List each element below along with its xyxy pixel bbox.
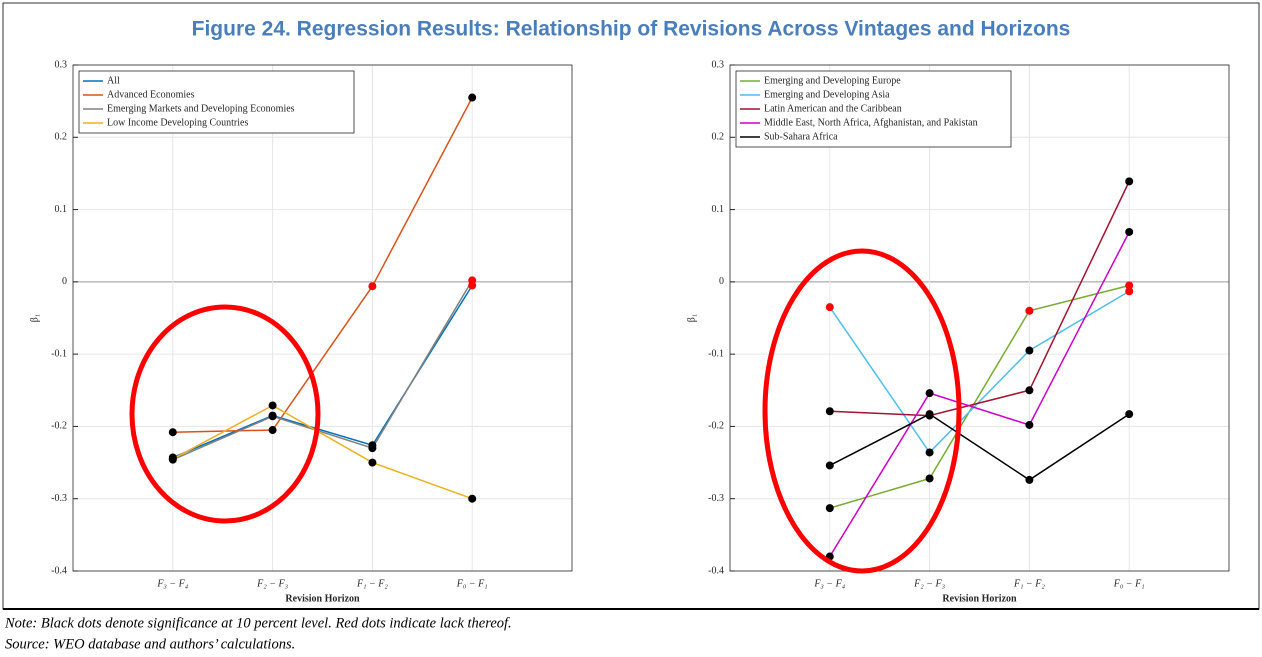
plot-area bbox=[730, 65, 1229, 571]
x-tick-label: F₃ − F₄ bbox=[156, 578, 188, 589]
axes-frame bbox=[72, 64, 573, 572]
y-tick-label: 0 bbox=[719, 276, 724, 287]
highlight-ellipse bbox=[762, 248, 962, 574]
point bbox=[1125, 410, 1134, 419]
point bbox=[825, 303, 834, 312]
point bbox=[925, 389, 934, 398]
x-axis-label: Revision Horizon bbox=[285, 593, 360, 604]
point bbox=[168, 428, 177, 437]
point bbox=[468, 93, 477, 102]
note: Note: Black dots denote significance at … bbox=[4, 615, 512, 631]
series-line bbox=[829, 181, 1130, 417]
y-tick-label: -0.3 bbox=[708, 493, 724, 504]
point bbox=[1125, 281, 1134, 290]
y-tick-label: -0.3 bbox=[51, 493, 67, 504]
y-tick-label: 0.1 bbox=[55, 204, 68, 215]
x-tick-label: F₂ − F₃ bbox=[256, 578, 288, 589]
point bbox=[1125, 227, 1134, 236]
point bbox=[168, 454, 177, 463]
legend-label: Sub-Sahara Africa bbox=[764, 131, 838, 142]
y-tick-label: 0.3 bbox=[55, 59, 68, 70]
legend-label: Advanced Economies bbox=[107, 89, 195, 100]
x-tick-label: F₀ − F₁ bbox=[1113, 578, 1145, 589]
legend-box bbox=[735, 70, 1012, 148]
series-line bbox=[829, 413, 1130, 481]
series-line bbox=[829, 290, 1130, 454]
point bbox=[468, 276, 477, 285]
figure-title: Figure 24. Regression Results: Relations… bbox=[192, 18, 1071, 41]
point bbox=[825, 461, 834, 470]
highlight-ellipse bbox=[129, 304, 321, 524]
y-tick-label: -0.1 bbox=[51, 348, 67, 359]
plot-area bbox=[73, 65, 572, 571]
source: Source: WEO database and authors’ calcul… bbox=[5, 636, 295, 652]
y-tick-label: -0.4 bbox=[708, 565, 724, 576]
point bbox=[925, 474, 934, 483]
point bbox=[1025, 420, 1034, 429]
x-tick-label: F₁ − F₂ bbox=[1013, 578, 1045, 589]
series-line bbox=[172, 280, 473, 461]
series-line bbox=[172, 404, 473, 500]
point bbox=[1125, 177, 1134, 186]
point bbox=[1025, 386, 1034, 395]
point bbox=[268, 426, 277, 435]
y-tick-label: -0.1 bbox=[708, 348, 724, 359]
point bbox=[368, 444, 377, 453]
x-tick-label: F₀ − F₁ bbox=[456, 578, 488, 589]
legend-label: Middle East, North Africa, Afghanistan, … bbox=[764, 117, 978, 128]
x-tick-label: F₁ − F₂ bbox=[356, 578, 388, 589]
point bbox=[925, 448, 934, 457]
y-tick-label: 0.3 bbox=[712, 59, 725, 70]
point bbox=[925, 410, 934, 419]
legend-label: Latin American and the Caribbean bbox=[764, 103, 902, 114]
series-line bbox=[829, 284, 1130, 509]
point bbox=[1025, 306, 1034, 315]
point bbox=[1025, 346, 1034, 355]
series-line bbox=[172, 97, 473, 433]
legend-box bbox=[78, 70, 355, 134]
legend-label: All bbox=[107, 75, 120, 86]
point bbox=[468, 494, 477, 503]
point bbox=[368, 458, 377, 467]
y-tick-label: 0.1 bbox=[712, 204, 725, 215]
legend-label: Emerging Markets and Developing Economie… bbox=[107, 103, 295, 114]
x-tick-label: F₂ − F₃ bbox=[913, 578, 945, 589]
y-tick-label: -0.2 bbox=[51, 421, 67, 432]
point bbox=[825, 407, 834, 416]
point bbox=[268, 412, 277, 421]
y-tick-label: 0.2 bbox=[712, 132, 725, 143]
x-axis-label: Revision Horizon bbox=[942, 593, 1017, 604]
x-tick-label: F₃ − F₄ bbox=[813, 578, 845, 589]
point bbox=[268, 401, 277, 410]
y-axis-label: β₁ bbox=[29, 314, 40, 323]
point bbox=[825, 504, 834, 513]
y-tick-label: -0.4 bbox=[51, 565, 67, 576]
legend-label: Emerging and Developing Europe bbox=[764, 75, 901, 86]
point bbox=[368, 282, 377, 291]
legend-label: Emerging and Developing Asia bbox=[764, 89, 890, 100]
point bbox=[1125, 287, 1134, 296]
y-tick-label: 0.2 bbox=[55, 132, 68, 143]
series-line bbox=[829, 231, 1130, 557]
y-tick-label: 0 bbox=[62, 276, 67, 287]
legend-label: Low Income Developing Countries bbox=[107, 117, 248, 128]
y-axis-label: β₁ bbox=[686, 314, 697, 323]
axes-frame bbox=[729, 64, 1230, 572]
y-tick-label: -0.2 bbox=[708, 421, 724, 432]
point bbox=[1025, 475, 1034, 484]
